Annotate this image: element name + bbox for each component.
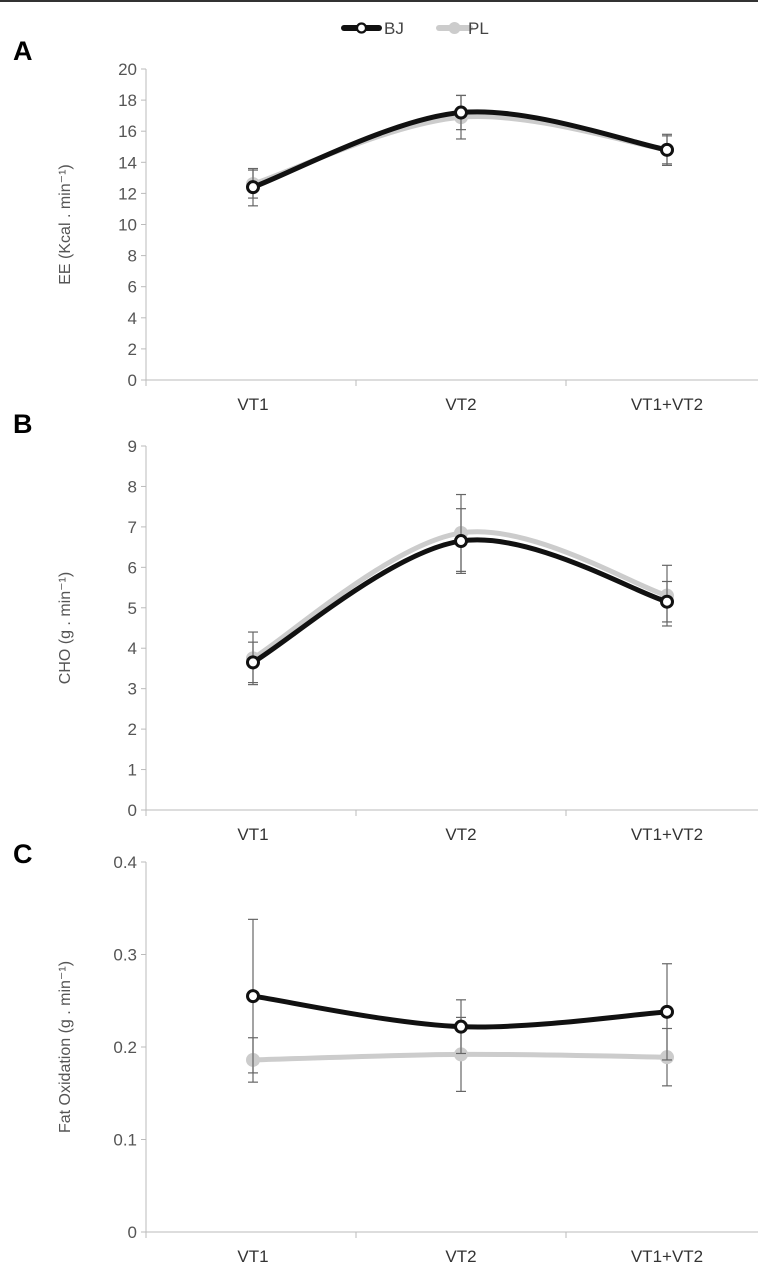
legend-label-pl: PL bbox=[468, 19, 489, 38]
y-tick-label-b: 4 bbox=[128, 639, 137, 658]
y-tick-label-b: 8 bbox=[128, 477, 137, 496]
data-point-bj bbox=[454, 1019, 468, 1034]
y-axis-label-b: CHO (g . min⁻¹) bbox=[57, 572, 74, 684]
legend-marker-bj bbox=[355, 22, 368, 34]
x-tick-label-a: VT1+VT2 bbox=[631, 395, 703, 414]
y-tick-label-c: 0.2 bbox=[113, 1038, 137, 1057]
y-tick-label-a: 8 bbox=[128, 247, 137, 266]
data-point-bj bbox=[660, 1004, 674, 1019]
y-tick-label-a: 0 bbox=[128, 371, 137, 390]
panel-letter-c: C bbox=[13, 839, 33, 869]
y-axis-label-c: Fat Oxidation (g . min⁻¹) bbox=[57, 961, 74, 1133]
y-axis-label-a: EE (Kcal . min⁻¹) bbox=[57, 164, 74, 284]
data-point-pl bbox=[454, 1047, 468, 1062]
x-tick-label-a: VT2 bbox=[445, 395, 476, 414]
x-tick-label-b: VT1+VT2 bbox=[631, 825, 703, 844]
x-tick-label-c: VT2 bbox=[445, 1247, 476, 1266]
y-tick-label-a: 14 bbox=[118, 153, 137, 172]
y-tick-label-a: 4 bbox=[128, 309, 137, 328]
y-tick-label-b: 0 bbox=[128, 801, 137, 820]
y-tick-label-b: 7 bbox=[128, 518, 137, 537]
y-tick-label-a: 10 bbox=[118, 216, 137, 235]
panel-c: C 0 0.1 0.2 0.3 0.4 VT1 VT2 VT1+VT2 Fat Oxidation… bbox=[13, 839, 758, 1266]
y-tick-label-c: 0.1 bbox=[113, 1131, 137, 1150]
legend-marker-pl bbox=[448, 22, 461, 34]
y-tick-label-c: 0.4 bbox=[113, 853, 137, 872]
data-point-bj bbox=[454, 105, 468, 120]
y-tick-label-b: 6 bbox=[128, 558, 137, 577]
legend: BJ PL bbox=[341, 19, 489, 38]
y-tick-label-c: 0.3 bbox=[113, 946, 137, 965]
x-tick-label-b: VT2 bbox=[445, 825, 476, 844]
data-point-bj bbox=[660, 594, 674, 609]
legend-label-bj: BJ bbox=[384, 19, 404, 38]
series-line-bj bbox=[250, 537, 670, 665]
data-point-bj bbox=[246, 989, 260, 1004]
data-point-bj bbox=[454, 534, 468, 549]
y-tick-label-a: 2 bbox=[128, 340, 137, 359]
data-point-bj bbox=[246, 180, 260, 195]
y-tick-label-b: 9 bbox=[128, 437, 137, 456]
panel-letter-b: B bbox=[13, 409, 33, 439]
panel-b: B 0 1 2 3 4 5 6 7 8 9 VT1 VT2 VT1+VT2 CHO (g . min⁻¹) bbox=[13, 409, 758, 844]
x-tick-label-c: VT1+VT2 bbox=[631, 1247, 703, 1266]
y-tick-label-b: 1 bbox=[128, 761, 137, 780]
x-tick-label-b: VT1 bbox=[237, 825, 268, 844]
y-tick-label-a: 12 bbox=[118, 184, 137, 203]
y-tick-label-a: 16 bbox=[118, 122, 137, 141]
panel-a: A 0 2 4 6 8 10 12 14 16 18 20 VT1 VT2 VT1+VT2 EE (Kcal … bbox=[13, 36, 758, 414]
y-tick-label-b: 5 bbox=[128, 599, 137, 618]
y-tick-label-a: 18 bbox=[118, 91, 137, 110]
data-point-bj bbox=[660, 142, 674, 157]
y-tick-label-b: 3 bbox=[128, 680, 137, 699]
y-tick-label-a: 20 bbox=[118, 60, 137, 79]
y-tick-label-b: 2 bbox=[128, 720, 137, 739]
panel-letter-a: A bbox=[13, 36, 33, 66]
y-tick-label-c: 0 bbox=[128, 1223, 137, 1242]
series-line-pl bbox=[250, 114, 670, 187]
y-tick-label-a: 6 bbox=[128, 278, 137, 297]
x-tick-label-c: VT1 bbox=[237, 1247, 268, 1266]
x-tick-label-a: VT1 bbox=[237, 395, 268, 414]
top-rule bbox=[0, 0, 758, 2]
data-point-bj bbox=[246, 655, 260, 670]
series-line-pl bbox=[250, 529, 670, 661]
